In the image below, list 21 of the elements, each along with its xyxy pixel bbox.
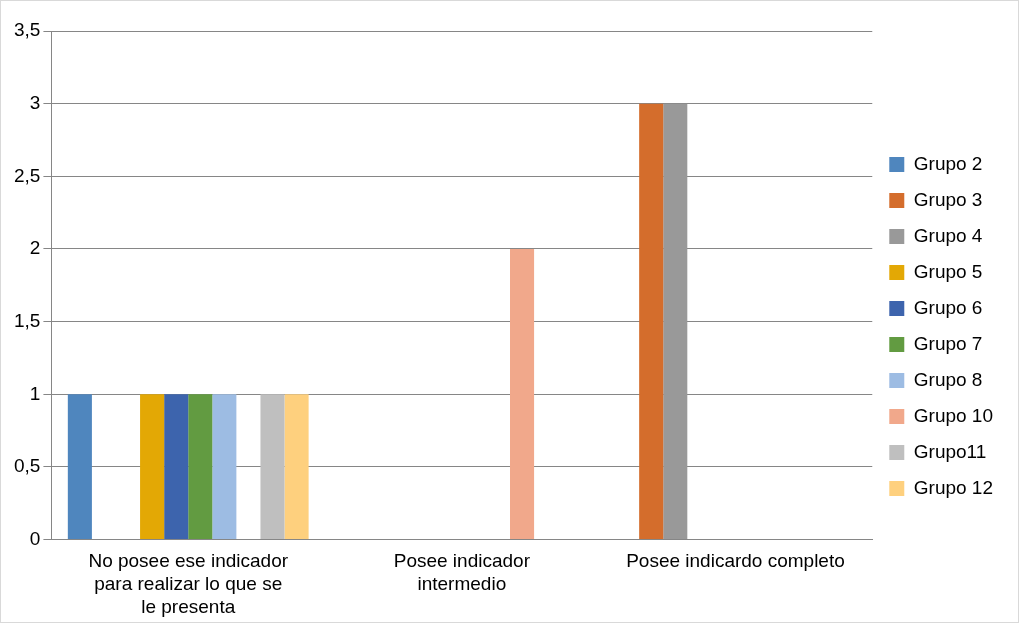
legend-label: Grupo 8 xyxy=(913,368,983,390)
legend-label: Grupo11 xyxy=(913,440,987,462)
legend-label: Grupo 6 xyxy=(913,296,983,318)
y-tick-label: 1,5 xyxy=(13,309,41,331)
legend-label: Grupo 10 xyxy=(913,404,994,426)
legend-label: Grupo 3 xyxy=(913,188,983,210)
y-tick-label: 3,5 xyxy=(13,19,41,41)
legend-label: Grupo 12 xyxy=(913,476,994,498)
legend-label: Grupo 4 xyxy=(913,224,983,246)
x-tick-label: Posee indicador intermedio xyxy=(393,550,531,595)
y-tick-label: 2 xyxy=(29,237,41,259)
x-tick-label: No posee ese indicador para realizar lo que se le presenta xyxy=(88,550,289,617)
y-tick-label: 1 xyxy=(29,382,41,404)
y-tick-label: 3 xyxy=(29,91,41,113)
y-tick-label: 2,5 xyxy=(13,164,41,186)
legend-label: Grupo 5 xyxy=(913,260,983,282)
y-tick-label: 0,5 xyxy=(13,455,41,477)
legend-label: Grupo 2 xyxy=(913,152,983,174)
x-tick-label: Posee indicardo completo xyxy=(626,550,845,572)
legend-label: Grupo 7 xyxy=(913,332,983,354)
y-tick-label: 0 xyxy=(29,527,41,549)
